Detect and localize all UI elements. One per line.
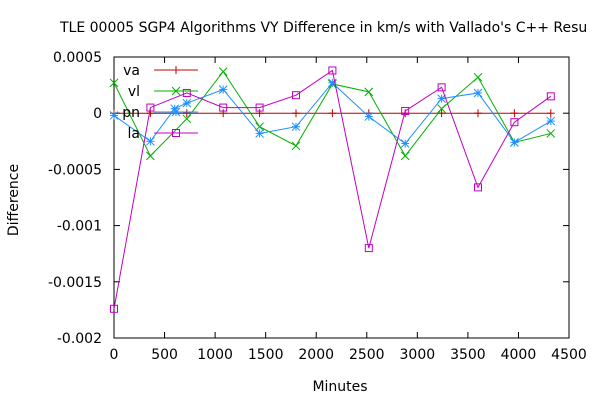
data-point-va — [219, 109, 227, 117]
legend-marker-pn — [172, 108, 180, 116]
data-point-va — [292, 109, 300, 117]
data-point-va — [547, 109, 555, 117]
data-point-va — [146, 109, 154, 117]
x-tick-label: 1000 — [197, 347, 233, 363]
x-tick-label: 3000 — [400, 347, 436, 363]
data-point-vl — [401, 152, 409, 160]
series-layer — [110, 67, 555, 312]
legend-label-pn: pn — [122, 105, 140, 121]
y-tick-label: -0.0015 — [48, 275, 102, 291]
x-tick-label: 4500 — [551, 347, 587, 363]
data-point-pn — [146, 137, 154, 145]
plot-frame — [114, 57, 569, 338]
data-point-vl — [474, 73, 482, 81]
data-point-pn — [401, 140, 409, 148]
y-axis-label: Difference — [6, 164, 22, 236]
legend-marker-va — [172, 66, 180, 74]
y-tick-label: -0.0005 — [48, 162, 102, 178]
x-tick-label: 2000 — [298, 347, 334, 363]
legend-label-va: va — [123, 63, 140, 79]
x-tick-label: 0 — [110, 347, 119, 363]
y-tick-label: -0.002 — [57, 331, 102, 347]
chart-title: TLE 00005 SGP4 Algorithms VY Difference … — [59, 20, 587, 36]
legend-label-la: la — [128, 126, 140, 142]
data-point-va — [438, 109, 446, 117]
data-point-pn — [183, 99, 191, 107]
data-point-va — [474, 109, 482, 117]
y-tick-label: -0.001 — [57, 219, 102, 235]
y-tick-label: 0 — [93, 106, 102, 122]
data-point-vl — [292, 142, 300, 150]
x-axis-label: Minutes — [312, 379, 367, 395]
x-tick-label: 2500 — [349, 347, 385, 363]
data-point-pn — [547, 117, 555, 125]
data-point-va — [256, 109, 264, 117]
data-point-va — [510, 109, 518, 117]
y-tick-label: 0.0005 — [53, 50, 102, 66]
x-tick-label: 1500 — [248, 347, 284, 363]
data-point-pn — [219, 86, 227, 94]
legend-label-vl: vl — [128, 84, 140, 100]
data-point-pn — [292, 123, 300, 131]
data-point-vl — [219, 68, 227, 76]
data-point-pn — [365, 113, 373, 121]
x-tick-label: 4000 — [501, 347, 537, 363]
data-point-pn — [510, 138, 518, 146]
data-point-pn — [110, 111, 118, 119]
x-tick-label: 3500 — [450, 347, 486, 363]
plot-border — [114, 57, 569, 338]
data-point-va — [328, 109, 336, 117]
data-point-pn — [474, 89, 482, 97]
data-point-vl — [365, 88, 373, 96]
data-point-vl — [146, 152, 154, 160]
data-point-vl — [547, 129, 555, 137]
data-point-pn — [256, 129, 264, 137]
x-tick-label: 500 — [151, 347, 178, 363]
series-la — [111, 67, 555, 312]
